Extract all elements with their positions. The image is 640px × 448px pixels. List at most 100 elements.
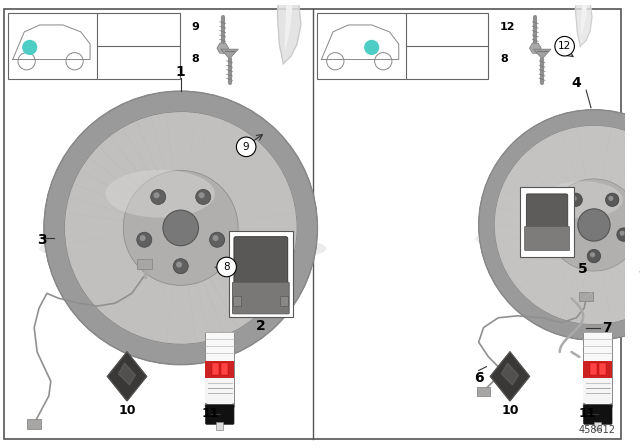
- Circle shape: [578, 209, 610, 241]
- Polygon shape: [108, 352, 147, 401]
- FancyBboxPatch shape: [234, 237, 288, 289]
- Circle shape: [608, 196, 613, 201]
- Circle shape: [196, 190, 211, 204]
- Text: 1: 1: [176, 65, 186, 78]
- Circle shape: [617, 228, 630, 241]
- Ellipse shape: [39, 231, 326, 266]
- FancyBboxPatch shape: [526, 194, 568, 232]
- Polygon shape: [221, 49, 238, 59]
- Polygon shape: [118, 363, 136, 385]
- Wedge shape: [85, 310, 118, 342]
- Polygon shape: [501, 363, 518, 385]
- Text: 12: 12: [558, 41, 572, 51]
- Text: 8: 8: [500, 54, 508, 64]
- Wedge shape: [54, 152, 85, 184]
- Circle shape: [620, 231, 625, 236]
- Circle shape: [65, 112, 296, 344]
- Polygon shape: [581, 0, 587, 34]
- Text: 8: 8: [223, 262, 230, 272]
- Circle shape: [605, 193, 619, 207]
- Wedge shape: [47, 251, 75, 280]
- Bar: [228, 231, 293, 317]
- Circle shape: [163, 210, 198, 246]
- Wedge shape: [47, 177, 74, 206]
- Circle shape: [150, 190, 166, 204]
- Text: 11: 11: [201, 407, 219, 420]
- Circle shape: [173, 258, 188, 274]
- Circle shape: [572, 196, 577, 201]
- Circle shape: [22, 40, 37, 55]
- Circle shape: [561, 231, 566, 236]
- Bar: [317, 13, 488, 79]
- Polygon shape: [490, 352, 529, 401]
- Text: 458612: 458612: [579, 425, 616, 435]
- Wedge shape: [129, 334, 159, 362]
- Text: 6: 6: [474, 371, 483, 385]
- Wedge shape: [44, 229, 68, 255]
- Text: 5: 5: [579, 262, 588, 276]
- Polygon shape: [575, 0, 592, 46]
- Circle shape: [569, 193, 582, 207]
- Bar: [477, 387, 490, 396]
- Text: 2: 2: [256, 319, 266, 332]
- Wedge shape: [105, 323, 137, 354]
- Text: 10: 10: [501, 404, 518, 417]
- Wedge shape: [155, 340, 180, 365]
- Bar: [205, 332, 234, 406]
- Bar: [205, 361, 234, 379]
- Circle shape: [137, 232, 152, 247]
- Polygon shape: [277, 0, 301, 64]
- Text: 9: 9: [243, 142, 250, 152]
- Circle shape: [124, 171, 238, 285]
- Circle shape: [590, 252, 595, 257]
- FancyBboxPatch shape: [205, 405, 234, 424]
- Bar: [583, 332, 612, 406]
- FancyBboxPatch shape: [525, 226, 570, 250]
- Text: 3: 3: [37, 233, 47, 247]
- Bar: [8, 13, 180, 79]
- Polygon shape: [533, 49, 551, 59]
- Circle shape: [557, 228, 571, 241]
- Bar: [205, 379, 234, 403]
- Wedge shape: [44, 202, 68, 228]
- Circle shape: [198, 192, 205, 198]
- Bar: [595, 422, 602, 430]
- Circle shape: [217, 257, 236, 277]
- Text: 4: 4: [572, 76, 581, 90]
- Ellipse shape: [583, 400, 612, 412]
- Ellipse shape: [205, 400, 234, 412]
- Bar: [216, 422, 223, 430]
- Text: 8: 8: [639, 266, 640, 276]
- Bar: [579, 293, 593, 301]
- Bar: [212, 363, 219, 375]
- Polygon shape: [285, 0, 293, 49]
- Circle shape: [588, 250, 600, 263]
- FancyBboxPatch shape: [232, 282, 289, 314]
- Bar: [520, 187, 574, 257]
- Circle shape: [176, 262, 182, 267]
- Wedge shape: [104, 102, 136, 133]
- Bar: [583, 361, 612, 379]
- Wedge shape: [55, 273, 86, 304]
- Text: 11: 11: [579, 407, 596, 420]
- Circle shape: [495, 126, 640, 324]
- FancyBboxPatch shape: [584, 405, 612, 424]
- Ellipse shape: [542, 181, 623, 218]
- Bar: [137, 259, 152, 269]
- Text: 9: 9: [191, 22, 199, 32]
- Bar: [589, 363, 597, 375]
- Wedge shape: [84, 115, 116, 147]
- Text: 8: 8: [191, 54, 199, 64]
- Circle shape: [210, 232, 225, 247]
- Circle shape: [154, 192, 159, 198]
- Text: 10: 10: [118, 404, 136, 417]
- Circle shape: [236, 137, 256, 157]
- Wedge shape: [67, 132, 99, 165]
- Ellipse shape: [106, 170, 215, 218]
- Circle shape: [364, 40, 380, 55]
- Wedge shape: [67, 292, 100, 325]
- Wedge shape: [129, 94, 158, 122]
- Bar: [599, 363, 606, 375]
- Bar: [28, 419, 41, 429]
- Circle shape: [555, 36, 575, 56]
